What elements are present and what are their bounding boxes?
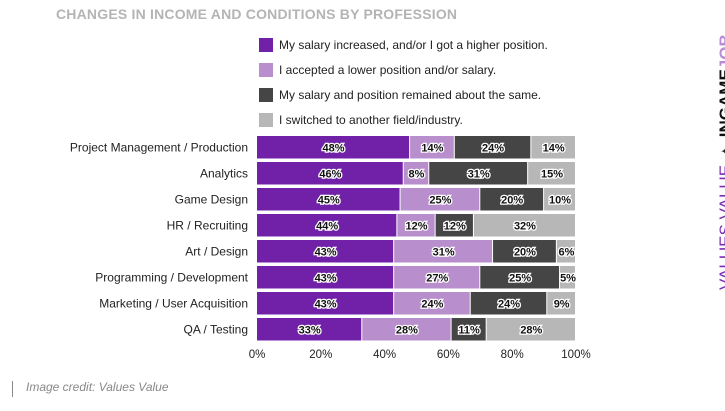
category-label-hr-recruiting: HR / Recruiting [167, 218, 248, 232]
bar-label-project-management-production-increased: 48% [323, 142, 345, 154]
legend-label-switched: I switched to another field/industry. [279, 113, 463, 127]
bar-label-art-design-switched: 6% [558, 246, 574, 258]
bar-label-marketing-user-acquisition-lower: 24% [421, 298, 443, 310]
chart-title: CHANGES IN INCOME AND CONDITIONS BY PROF… [56, 6, 458, 22]
bar-programming-development-lower [394, 266, 480, 289]
bar-label-hr-recruiting-same: 12% [444, 220, 466, 232]
bar-label-art-design-lower: 31% [433, 246, 455, 258]
x-tick-label-1: 20% [309, 349, 332, 361]
bar-analytics-same [429, 162, 528, 185]
x-tick-label-2: 40% [373, 349, 396, 361]
bar-label-art-design-same: 20% [514, 246, 536, 258]
bar-label-qa-testing-same: 11% [458, 324, 480, 336]
bar-label-hr-recruiting-switched: 32% [514, 220, 536, 232]
ingamejob-logo: INGAMEJOB [716, 34, 725, 138]
bar-art-design-same [493, 240, 556, 263]
category-label-game-design: Game Design [175, 192, 248, 206]
legend-swatch-switched [259, 113, 273, 127]
bar-programming-development-switched [560, 266, 575, 289]
x-tick-label-0: 0% [249, 349, 266, 361]
bar-analytics-increased [257, 162, 403, 185]
bar-label-project-management-production-lower: 14% [421, 142, 443, 154]
bar-label-game-design-increased: 45% [318, 194, 340, 206]
bar-art-design-lower [394, 240, 493, 263]
category-label-programming-development: Programming / Development [95, 270, 248, 284]
bar-label-project-management-production-switched: 14% [543, 142, 565, 154]
bar-label-marketing-user-acquisition-increased: 43% [315, 298, 337, 310]
bar-label-analytics-switched: 15% [541, 168, 563, 180]
bar-label-marketing-user-acquisition-switched: 9% [554, 298, 570, 310]
brand-text: VALUES VALUE ✦ INGAMEJOB [716, 34, 725, 290]
bar-label-analytics-increased: 46% [319, 168, 341, 180]
bar-marketing-user-acquisition-same [470, 292, 547, 315]
brand-vertical: VALUES VALUE ✦ INGAMEJOB [688, 34, 725, 290]
bar-qa-testing-increased [257, 318, 362, 341]
bar-label-art-design-increased: 43% [315, 246, 337, 258]
bar-marketing-user-acquisition-switched [547, 292, 575, 315]
bar-label-programming-development-increased: 43% [315, 272, 337, 284]
bar-analytics-lower [403, 162, 429, 185]
x-tick-label-3: 60% [437, 349, 460, 361]
bar-project-management-production-switched [531, 136, 575, 159]
bar-game-design-lower [400, 188, 480, 211]
bar-game-design-increased [257, 188, 400, 211]
bar-hr-recruiting-switched [473, 214, 575, 237]
bar-label-programming-development-switched: 5% [560, 272, 576, 284]
bar-label-hr-recruiting-increased: 44% [316, 220, 338, 232]
legend-swatch-lower [259, 63, 273, 77]
bar-qa-testing-lower [362, 318, 451, 341]
credit-divider [12, 381, 13, 397]
category-label-marketing-user-acquisition: Marketing / User Acquisition [99, 296, 248, 310]
bar-project-management-production-increased [257, 136, 410, 159]
bar-label-qa-testing-lower: 28% [396, 324, 418, 336]
bar-art-design-increased [257, 240, 394, 263]
bar-marketing-user-acquisition-increased [257, 292, 394, 315]
category-label-project-management-production: Project Management / Production [70, 140, 248, 154]
bar-label-project-management-production-same: 24% [482, 142, 504, 154]
bar-game-design-switched [544, 188, 575, 211]
bar-hr-recruiting-lower [397, 214, 435, 237]
bar-label-qa-testing-increased: 33% [299, 324, 321, 336]
bar-game-design-same [480, 188, 544, 211]
bar-label-marketing-user-acquisition-same: 24% [498, 298, 520, 310]
bar-marketing-user-acquisition-lower [394, 292, 470, 315]
image-credit-text: Image credit: Values Value [26, 380, 169, 394]
bar-analytics-switched [528, 162, 575, 185]
bar-label-hr-recruiting-lower: 12% [405, 220, 427, 232]
bar-label-game-design-switched: 10% [549, 194, 571, 206]
star-icon: ✦ [718, 145, 725, 157]
category-label-qa-testing: QA / Testing [184, 322, 248, 336]
bar-project-management-production-same [454, 136, 531, 159]
bar-label-programming-development-same: 25% [509, 272, 531, 284]
legend-swatch-same [259, 88, 273, 102]
x-tick-label-4: 80% [501, 349, 524, 361]
bar-hr-recruiting-increased [257, 214, 397, 237]
bar-programming-development-increased [257, 266, 394, 289]
bar-programming-development-same [480, 266, 560, 289]
bar-qa-testing-switched [486, 318, 575, 341]
legend-label-increased: My salary increased, and/or I got a high… [279, 38, 548, 52]
bar-hr-recruiting-same [435, 214, 473, 237]
category-label-analytics: Analytics [200, 166, 248, 180]
bar-art-design-switched [556, 240, 575, 263]
bar-qa-testing-same [451, 318, 486, 341]
legend-label-same: My salary and position remained about th… [279, 88, 542, 102]
bar-label-game-design-same: 20% [501, 194, 523, 206]
bar-label-analytics-same: 31% [468, 168, 490, 180]
bar-label-qa-testing-switched: 28% [520, 324, 542, 336]
bar-label-game-design-lower: 25% [429, 194, 451, 206]
x-tick-label-5: 100% [561, 349, 590, 361]
bar-project-management-production-lower [410, 136, 454, 159]
brand-left-text: VALUES VALUE [716, 164, 725, 290]
category-label-art-design: Art / Design [185, 244, 248, 258]
bar-label-analytics-lower: 8% [409, 168, 425, 180]
legend-swatch-increased [259, 38, 273, 52]
legend-label-lower: I accepted a lower position and/or salar… [279, 63, 497, 77]
bar-label-programming-development-lower: 27% [426, 272, 448, 284]
